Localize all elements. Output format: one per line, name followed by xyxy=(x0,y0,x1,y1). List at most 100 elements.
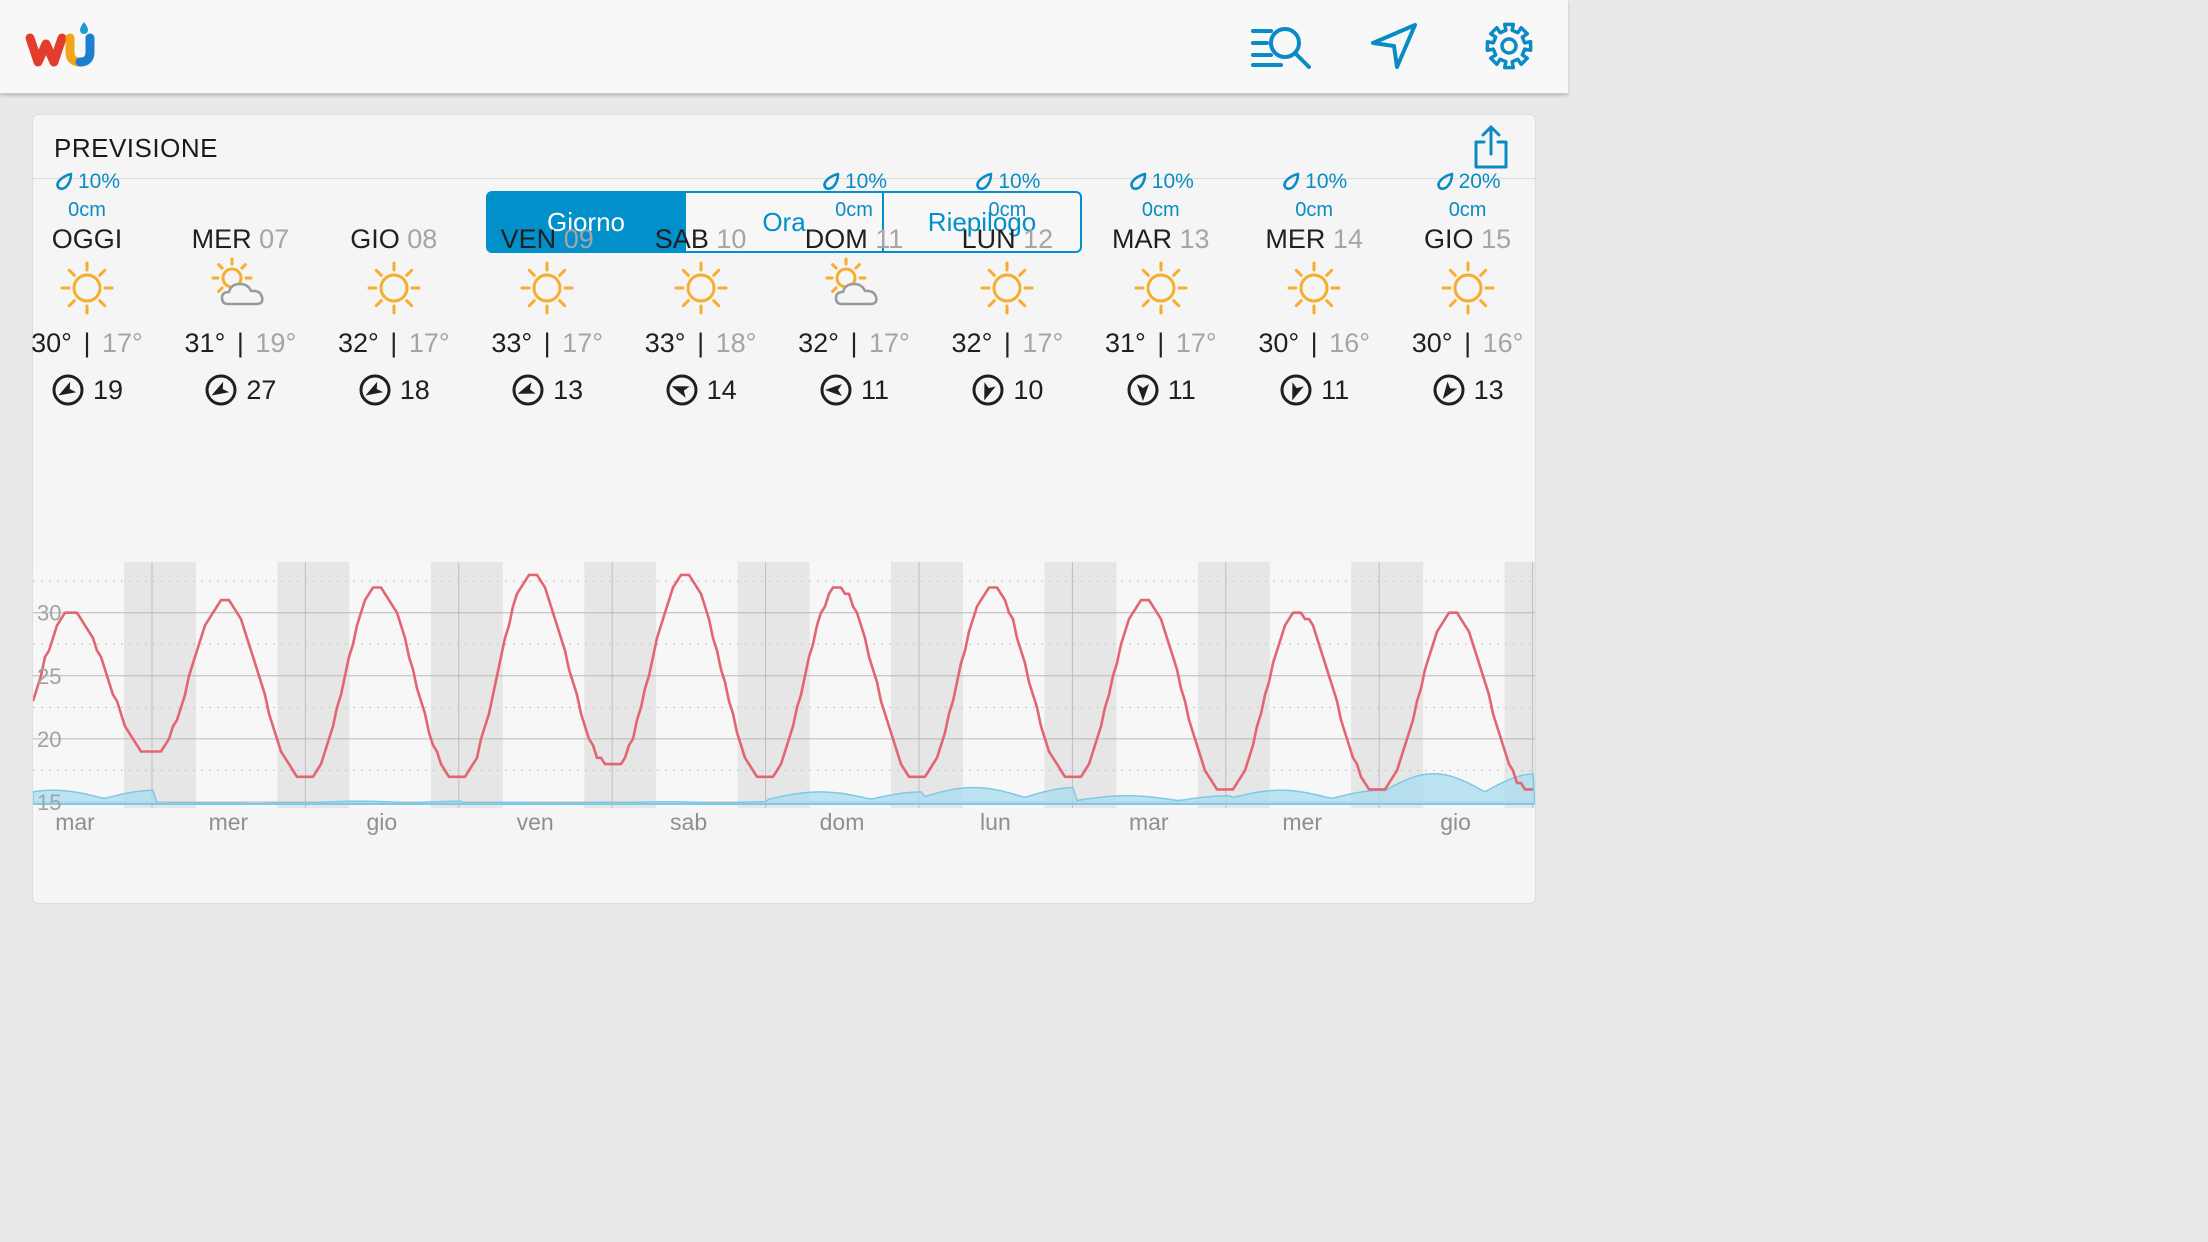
raindrop-icon xyxy=(1128,172,1148,192)
wind-speed: 19 xyxy=(92,374,124,405)
wind-speed: 27 xyxy=(246,374,277,405)
precip-value: 10% xyxy=(844,170,888,193)
day-label: GIO xyxy=(350,224,400,254)
high-temp: 30° xyxy=(31,328,72,358)
day-forecast[interactable]: 20% 0cm GIO 15 30° | 16° 13 xyxy=(1393,166,1543,416)
temperature-range: 31° | 19° xyxy=(184,328,297,358)
share-button[interactable] xyxy=(1469,123,1513,171)
high-temp: 30° xyxy=(1258,328,1300,358)
low-temp: 17° xyxy=(562,328,604,358)
low-temp: 16° xyxy=(1329,328,1371,358)
day-forecast[interactable]: MER 07 31° | 19° 27 xyxy=(165,166,315,416)
day-date: 11 xyxy=(875,224,904,254)
day-name: GIO 08 xyxy=(319,224,469,255)
wind: 18 xyxy=(319,370,469,410)
day-forecast[interactable]: 10% 0cm MAR 13 31° | 17° 11 xyxy=(1086,166,1236,416)
day-forecast[interactable]: 10% 0cm LUN 12 32° | 17° 10 xyxy=(932,166,1082,416)
day-forecast[interactable]: SAB 10 33° | 18° 14 xyxy=(626,166,776,416)
x-tick-label: dom xyxy=(820,809,865,835)
wind: 19 xyxy=(12,370,162,410)
precip-value: 10% xyxy=(77,170,121,193)
low-temp: 17° xyxy=(1022,328,1064,358)
temperature-range: 30° | 16° xyxy=(1258,328,1371,358)
high-temp: 33° xyxy=(491,328,533,358)
wind-speed: 10 xyxy=(1013,374,1044,405)
high-temp: 32° xyxy=(337,328,379,358)
partly-cloudy-icon xyxy=(822,256,886,320)
sun-icon xyxy=(975,256,1039,320)
tab-riepilogo[interactable]: Riepilogo xyxy=(882,193,1080,251)
wind-direction-icon xyxy=(204,373,238,407)
tab-ora[interactable]: Ora xyxy=(684,193,882,251)
day-forecast[interactable]: 10% 0cm MER 14 30° | 16° 11 xyxy=(1239,166,1389,416)
app-header xyxy=(0,0,1568,94)
location-button[interactable] xyxy=(1358,16,1430,76)
y-tick-label: 25 xyxy=(37,664,61,689)
high-temp: 30° xyxy=(1411,328,1453,358)
day-date: 10 xyxy=(716,224,747,254)
day-date: 12 xyxy=(1023,224,1054,254)
low-temp: 17° xyxy=(408,328,450,358)
day-forecast[interactable]: 10% 0cm OGGI 30° | 17° 19 xyxy=(12,166,162,416)
y-tick-label: 20 xyxy=(37,727,61,752)
wind-direction-icon xyxy=(358,373,392,407)
settings-button[interactable] xyxy=(1473,16,1545,76)
day-forecast[interactable]: VEN 09 33° | 17° 13 xyxy=(472,166,622,416)
wind-direction-icon xyxy=(511,373,545,407)
wind: 27 xyxy=(165,370,315,410)
day-date: 13 xyxy=(1179,224,1210,254)
x-tick-label: lun xyxy=(980,809,1011,835)
tab-giorno[interactable]: Giorno xyxy=(488,193,684,251)
x-tick-label: gio xyxy=(366,809,397,835)
x-tick-label: mer xyxy=(209,809,249,835)
x-tick-label: mer xyxy=(1282,809,1322,835)
sun-icon xyxy=(1282,256,1346,320)
precip-value: 10% xyxy=(1305,170,1348,193)
search-list-button[interactable] xyxy=(1246,16,1318,76)
sun-icon xyxy=(55,256,119,320)
precip-amount: 0cm xyxy=(1295,199,1334,221)
temperature-range: 32° | 17° xyxy=(951,328,1064,358)
temperature-range: 32° | 17° xyxy=(337,328,450,358)
precip-value: 20% xyxy=(1458,170,1501,193)
day-label: VEN xyxy=(500,224,557,254)
day-label: GIO xyxy=(1424,224,1474,254)
y-tick-label: 30 xyxy=(37,601,61,626)
raindrop-icon xyxy=(821,172,841,192)
day-label: MAR xyxy=(1112,224,1173,254)
night-band xyxy=(430,562,503,808)
panel-title: PREVISIONE xyxy=(54,133,218,163)
temperature-range: 33° | 18° xyxy=(644,328,757,358)
temperature-range: 33° | 17° xyxy=(491,328,604,358)
day-forecast[interactable]: GIO 08 32° | 17° 18 xyxy=(319,166,469,416)
sun-icon xyxy=(1436,256,1500,320)
wunderground-logo[interactable] xyxy=(24,18,104,68)
temperature-range: 32° | 17° xyxy=(798,328,910,358)
raindrop-icon xyxy=(54,172,74,192)
day-date: 08 xyxy=(407,224,438,254)
temperature-range: 31° | 17° xyxy=(1104,328,1217,358)
precip-chance: 10% xyxy=(1239,170,1389,194)
temperature-range: 30° | 16° xyxy=(1411,328,1524,358)
night-band xyxy=(1044,562,1117,808)
night-band xyxy=(124,562,196,808)
wind-speed: 11 xyxy=(1321,374,1350,405)
day-label: LUN xyxy=(961,224,1016,254)
day-label: DOM xyxy=(804,224,868,254)
sun-icon xyxy=(515,256,579,320)
wind-direction-icon xyxy=(819,373,853,407)
precip-amount: 0cm xyxy=(1448,199,1487,221)
day-forecast[interactable]: 10% 0cm DOM 11 32° | 17° 11 xyxy=(779,166,929,416)
day-label: OGGI xyxy=(51,224,123,254)
day-name: MER 07 xyxy=(165,224,315,255)
wind: 10 xyxy=(932,370,1082,410)
panel-header: PREVISIONE xyxy=(33,115,1535,179)
high-temp: 32° xyxy=(951,328,993,358)
wind: 14 xyxy=(626,370,776,410)
precip-amount: 0cm xyxy=(68,199,106,221)
precip-value: 10% xyxy=(1151,170,1194,193)
temperature-line xyxy=(33,573,1533,791)
day-date: 15 xyxy=(1481,224,1512,254)
high-temp: 32° xyxy=(798,328,839,358)
